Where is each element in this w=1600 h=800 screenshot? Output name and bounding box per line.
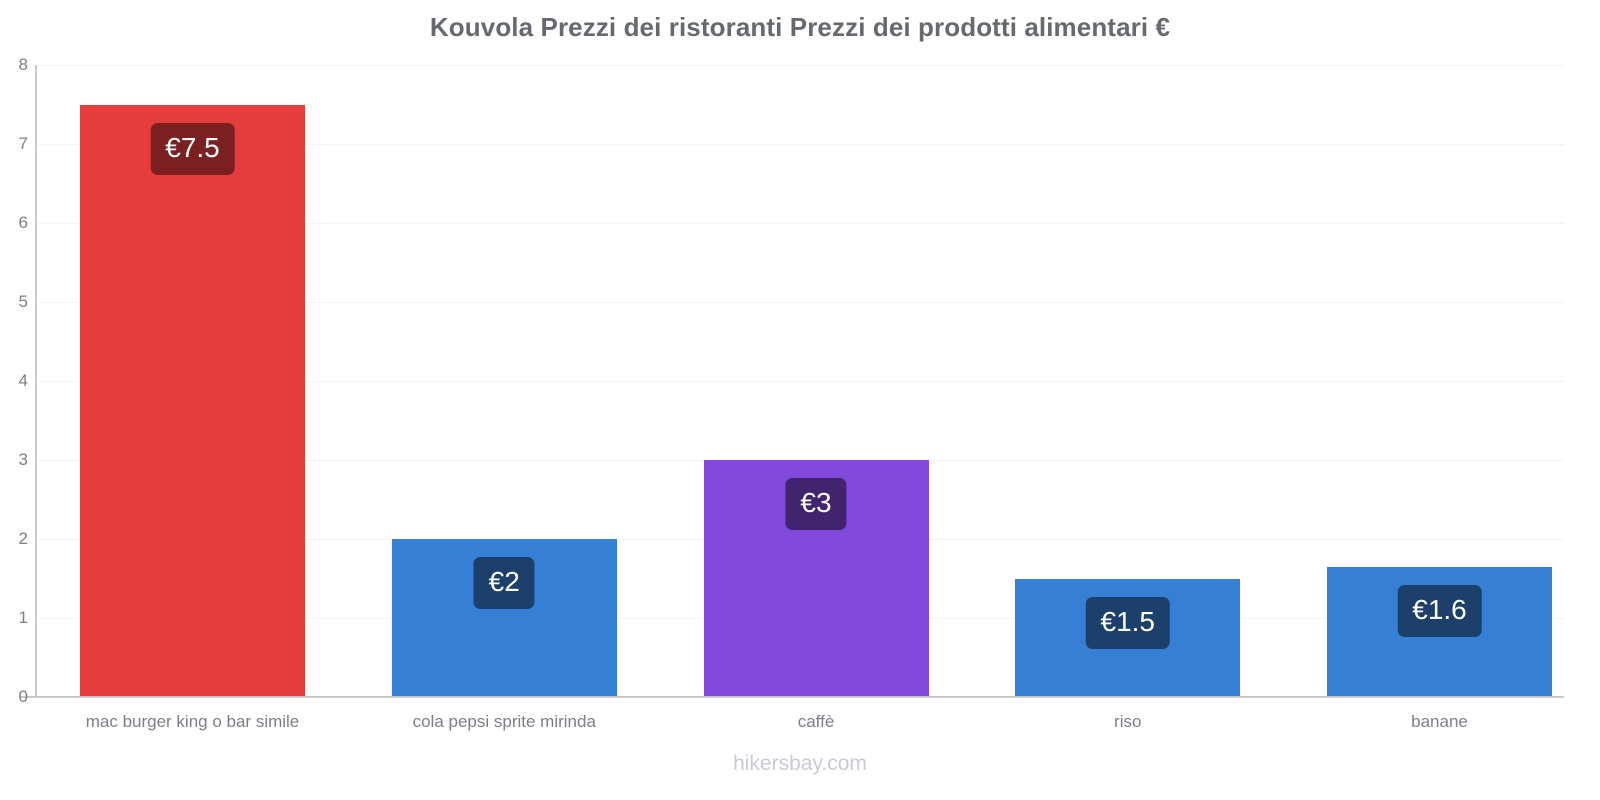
y-axis-tick-label: 1 xyxy=(18,608,28,627)
gridline xyxy=(36,65,1564,66)
bar[interactable]: €3 xyxy=(703,460,929,697)
chart-title: Kouvola Prezzi dei ristoranti Prezzi dei… xyxy=(429,12,1171,42)
gridline xyxy=(36,381,1564,382)
y-axis-tick-label: 6 xyxy=(18,213,28,232)
bar[interactable]: €2 xyxy=(391,539,617,697)
gridline xyxy=(36,302,1564,303)
bar-value-label: €1.5 xyxy=(1085,596,1170,649)
y-axis-tick-label: 4 xyxy=(18,371,28,390)
bar[interactable]: €7.5 xyxy=(80,104,305,697)
bar-value-label: €1.6 xyxy=(1397,585,1482,638)
x-axis-category-label: caffè xyxy=(797,712,835,731)
bar[interactable]: €1.6 xyxy=(1327,567,1552,697)
x-axis-category-label: banane xyxy=(1411,712,1468,731)
x-axis-line xyxy=(20,696,1564,698)
x-axis-category-label: cola pepsi sprite mirinda xyxy=(412,712,596,731)
bar-value-label: €7.5 xyxy=(150,122,235,175)
x-axis-category-label: riso xyxy=(1114,712,1142,731)
y-axis-line xyxy=(35,65,37,698)
plot-area: €7.5 €2 €3 €1.5 €1.6 xyxy=(36,65,1564,698)
bar-value-label: €2 xyxy=(473,557,535,609)
gridline xyxy=(36,144,1564,145)
x-axis-category-label: mac burger king o bar simile xyxy=(85,712,300,731)
bar-value-label: €3 xyxy=(785,478,847,530)
bar[interactable]: €1.5 xyxy=(1015,578,1241,697)
y-axis-tick-label: 7 xyxy=(18,134,28,153)
y-axis-tick-label: 5 xyxy=(18,292,28,311)
footer-watermark: hikersbay.com xyxy=(733,752,867,775)
y-axis-tick-label: 8 xyxy=(18,55,28,74)
y-axis-tick-label: 2 xyxy=(18,529,28,548)
gridline xyxy=(36,223,1564,224)
y-axis-tick-label: 3 xyxy=(18,450,28,469)
